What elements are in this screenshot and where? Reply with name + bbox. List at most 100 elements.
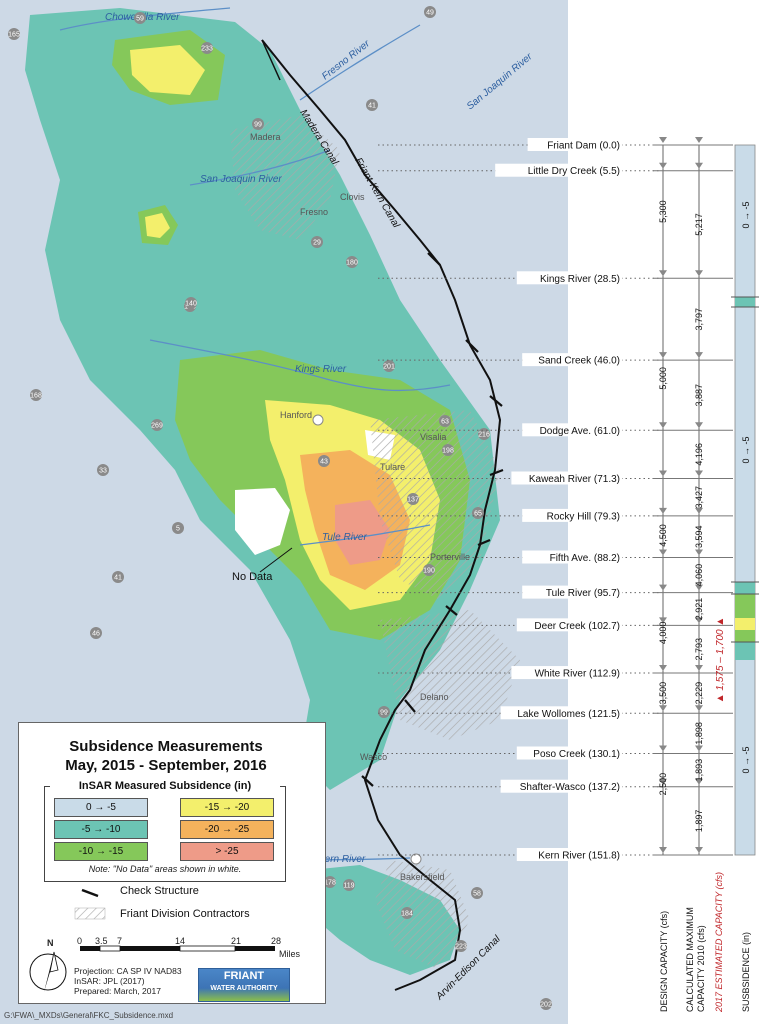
svg-text:49: 49 (426, 10, 434, 17)
scale-tick-1: 3.5 (95, 936, 108, 946)
legend-note: Note: "No Data" areas shown in white. (88, 864, 242, 874)
svg-text:198: 198 (442, 448, 454, 455)
legend-swatch-4: -10 → -15 (54, 842, 148, 861)
station-11: Lake Wollomes (121.5) (378, 705, 733, 720)
station-7: Fifth Ave. (88.2) (378, 549, 733, 564)
svg-text:165: 165 (8, 32, 20, 39)
highway-shield-119: 119 (343, 879, 355, 891)
svg-text:140: 140 (185, 301, 197, 308)
svg-text:137: 137 (407, 497, 419, 504)
north-arrow-icon (29, 951, 67, 992)
legend-panel (18, 722, 326, 1004)
header-estimated: 2017 ESTIMATED CAPACITY (cfs) (714, 872, 724, 1013)
svg-text:63: 63 (441, 419, 449, 426)
scale-tick-5: 28 (271, 936, 282, 946)
river-label-kern: Kern River (318, 854, 366, 865)
highway-shield-59: 59 (134, 12, 146, 24)
design-capacity-0: 5,300 (658, 200, 668, 223)
highway-shield-29: 29 (311, 236, 323, 248)
legend-swatch-5: > -25 (180, 842, 274, 861)
design-capacity-5: 2,500 (658, 773, 668, 796)
calculated-capacity-1: 3,797 (694, 308, 704, 331)
station-3: Sand Creek (46.0) (378, 352, 733, 367)
station-label-10: White River (112.9) (535, 669, 620, 680)
highway-shield-168: 168 (30, 389, 42, 401)
station-13: Shafter-Wasco (137.2) (378, 778, 733, 793)
city-label-bakersfield: Bakersfield (400, 872, 445, 882)
calculated-capacity-3: 4,196 (694, 443, 704, 466)
svg-text:41: 41 (114, 575, 122, 582)
station-label-14: Kern River (151.8) (538, 851, 620, 862)
highway-shield-41: 41 (366, 99, 378, 111)
station-label-9: Deer Creek (102.7) (534, 621, 620, 632)
calculated-capacity-4: 3,427 (694, 486, 704, 509)
highway-shield-33: 33 (97, 464, 109, 476)
no-data-label: No Data (232, 571, 273, 583)
city-label-hanford: Hanford (280, 410, 312, 420)
highway-shield-223: 223 (455, 940, 467, 952)
city-label-madera: Madera (250, 132, 281, 142)
canal-line (261, 39, 502, 991)
svg-text:46: 46 (92, 631, 100, 638)
station-12: Poso Creek (130.1) (378, 745, 733, 760)
insar-text: InSAR: JPL (2017) (74, 976, 145, 986)
highway-shield-43: 43 (318, 455, 330, 467)
check-structures (361, 252, 504, 787)
highway-shield-140: 140 (185, 297, 197, 309)
svg-text:223: 223 (455, 944, 467, 951)
station-0: Friant Dam (0.0) (378, 137, 733, 152)
svg-text:184: 184 (401, 911, 413, 918)
highway-shield-99: 99 (252, 118, 264, 130)
svg-text:33: 33 (99, 468, 107, 475)
svg-text:180: 180 (346, 260, 358, 267)
city-label-delano: Delano (420, 692, 449, 702)
highway-shield-165: 165 (8, 28, 20, 40)
station-label-5: Kaweah River (71.3) (529, 474, 620, 485)
svg-text:233: 233 (201, 46, 213, 53)
design-capacity-2: 4,500 (658, 524, 668, 547)
highway-shield-5: 5 (172, 522, 184, 534)
city-label-fresno: Fresno (300, 207, 328, 217)
station-9: Deer Creek (102.7) (378, 617, 733, 632)
station-14: Kern River (151.8) (378, 847, 733, 862)
svg-text:168: 168 (30, 393, 42, 400)
station-5: Kaweah River (71.3) (378, 470, 733, 485)
highway-shields: 59 49 165 233 99 41 14 5 180 29 140 168 201 269 198 43 6… (8, 6, 552, 1010)
design-capacity-4: 3,500 (658, 682, 668, 705)
river-label-sanjoaquin: San Joaquin River (200, 174, 282, 185)
header-subsidence: SUSBSIDENCE (in) (741, 932, 751, 1012)
calculated-capacity-7: 2,921 (694, 598, 704, 621)
svg-text:216: 216 (478, 432, 490, 439)
city-label-group: Madera Fresno Clovis Hanford Visalia Tul… (250, 132, 470, 882)
calculated-capacity-0: 5,217 (694, 213, 704, 236)
highway-shield-184: 184 (401, 907, 413, 919)
legend-title: Subsidence Measurements (69, 738, 263, 755)
profile-panel: 0 → -5 0 → -5 0 → -5 Friant Dam (0.0) Little… (378, 137, 759, 1013)
calculated-capacity-5: 3,594 (694, 525, 704, 548)
station-label-2: Kings River (28.5) (540, 274, 620, 285)
header-design: DESIGN CAPACITY (cfs) (659, 911, 669, 1012)
calculated-capacity-6: 4,060 (694, 564, 704, 587)
svg-text:29: 29 (313, 240, 321, 247)
prepared-text: Prepared: March, 2017 (74, 986, 161, 996)
no-data-leader (259, 547, 293, 573)
city-label-visalia: Visalia (420, 432, 446, 442)
svg-text:99: 99 (380, 710, 388, 717)
design-capacity-1: 5,000 (658, 367, 668, 390)
highway-shield-233: 233 (201, 42, 213, 54)
highway-shield-99: 99 (378, 706, 390, 718)
scale-unit: Miles (279, 949, 301, 959)
scale-tick-2: 7 (117, 936, 123, 946)
logo-bottom-text: WATER AUTHORITY (210, 985, 278, 992)
header-calculated-1: CALCULATED MAXIMUM (685, 907, 695, 1012)
highway-shield-180: 180 (346, 256, 358, 268)
svg-text:178: 178 (324, 880, 336, 887)
subsidence-label-0: 0 → -5 (741, 201, 751, 228)
station-6: Rocky Hill (79.3) (378, 507, 733, 522)
estimated-capacity-2017: ▲ 1,575 – 1,700 ▲ (715, 617, 726, 704)
station-4: Dodge Ave. (61.0) (378, 422, 733, 437)
legend-check-structure: Check Structure (120, 885, 199, 897)
logo-top-text: FRIANT (223, 970, 265, 982)
highway-shield-46: 46 (90, 627, 102, 639)
file-path-footer: G:\FWA\_MXDs\General\FKC_Subsidence.mxd (4, 1011, 174, 1020)
